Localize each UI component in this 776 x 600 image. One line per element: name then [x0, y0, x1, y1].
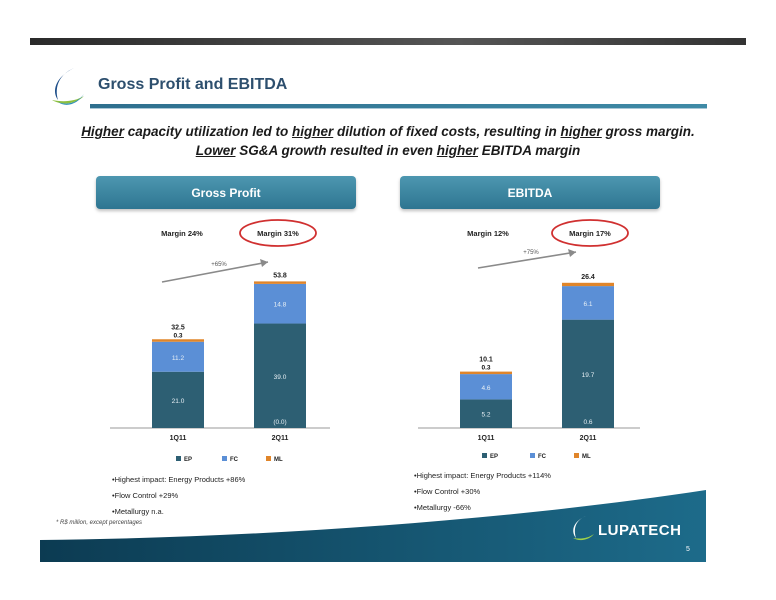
legend-swatch-ml: [266, 456, 271, 461]
growth-arrow: [477, 251, 577, 269]
legend-swatch-ep: [482, 453, 487, 458]
headline-part: higher: [436, 143, 479, 158]
growth-arrow: [161, 261, 269, 283]
footnote: * R$ million, except percentages: [56, 520, 143, 526]
legend-swatch-fc: [222, 456, 227, 461]
headline-part: EBITDA margin: [478, 143, 581, 158]
bar-segment-ml: [460, 371, 512, 375]
legend-label: EP: [490, 454, 498, 460]
bar-segment-ep: [254, 323, 306, 428]
legend-swatch-ep: [176, 456, 181, 461]
margin-label: Margin 17%: [569, 229, 611, 238]
bar-segment-fc: [254, 283, 306, 324]
headline-part: Lower: [195, 143, 236, 158]
bar-segment-fc: [562, 286, 614, 320]
highlight-circle: [239, 219, 317, 247]
panel-header-ebitda: EBITDA: [400, 176, 660, 209]
footer-band: [40, 490, 706, 562]
bar-segment-ml: [152, 339, 204, 342]
growth-arrowhead: [260, 259, 268, 267]
data-label: 4.6: [481, 385, 490, 392]
data-label: 6.1: [583, 301, 592, 308]
bar-segment-ep: [460, 399, 512, 428]
headline-part: SG&A growth resulted in even: [235, 143, 437, 158]
bar-segment-ep: [152, 371, 204, 428]
bar-segment-fc: [152, 341, 204, 372]
margin-label: Margin 12%: [467, 229, 509, 238]
margin-label: Margin 24%: [161, 229, 203, 238]
bullet-item: •Flow Control +30%: [414, 487, 481, 496]
bullet-item: •Highest impact: Energy Products +86%: [112, 475, 246, 484]
growth-label: +65%: [211, 262, 227, 268]
headline-part: capacity utilization led to: [123, 124, 292, 139]
top-divider-bar: [30, 38, 746, 45]
legend-swatch-fc: [530, 453, 535, 458]
bullets-right: •Highest impact: Energy Products +114% •F…: [414, 468, 551, 516]
data-label: 39.0: [274, 374, 287, 381]
bullet-item: •Highest impact: Energy Products +114%: [414, 471, 551, 480]
bar-segment-fc: [460, 374, 512, 400]
bullet-item: •Flow Control +29%: [112, 491, 179, 500]
bullet-item: •Metallurgy -66%: [414, 503, 471, 512]
category-tick-label: 1Q11: [170, 435, 187, 442]
growth-arrowhead: [568, 249, 576, 257]
brand-logo-icon: [573, 516, 594, 541]
page-title: Gross Profit and EBITDA: [98, 76, 288, 93]
legend-label: ML: [274, 457, 283, 463]
total-label: 32.5: [171, 324, 185, 331]
category-tick-label: 2Q11: [272, 435, 289, 442]
data-label: 0.6: [583, 419, 592, 426]
headline-part: gross margin.: [601, 124, 695, 139]
category-tick-label: 1Q11: [478, 435, 495, 442]
data-label: 14.8: [274, 302, 287, 309]
bar-segment-ml: [254, 281, 306, 284]
total-label: 53.8: [273, 272, 287, 279]
bullets-left: •Highest impact: Energy Products +86% •Fl…: [112, 472, 245, 520]
brand-name: LUPATECH: [598, 522, 682, 539]
margin-label: Margin 31%: [257, 229, 299, 238]
data-label: 5.2: [481, 412, 490, 419]
title-underline-thin: [90, 108, 707, 109]
lupatech-logo-icon: [52, 68, 84, 105]
bullet-item: •Metallurgy n.a.: [112, 507, 164, 516]
headline-part: dilution of fixed costs, resulting in: [333, 124, 561, 139]
title-underline: [90, 104, 707, 108]
data-label: 19.7: [582, 372, 595, 379]
bar-segment-ml: [562, 282, 614, 287]
legend-label: EP: [184, 457, 192, 463]
highlight-circle: [551, 219, 629, 247]
data-label: 0.3: [173, 332, 182, 339]
category-tick-label: 2Q11: [580, 435, 597, 442]
headline-part: Higher: [81, 124, 124, 139]
data-label: 0.3: [481, 365, 490, 372]
total-label: 26.4: [581, 274, 595, 281]
legend-label: FC: [230, 457, 239, 463]
headline-part: higher: [291, 124, 334, 139]
growth-label: +75%: [523, 250, 539, 256]
data-label: 21.0: [172, 398, 185, 405]
total-label: 10.1: [479, 357, 493, 364]
data-label: (0.0): [273, 419, 286, 426]
bar-segment-ep: [562, 319, 614, 428]
headline-statement: Higher capacity utilization led to highe…: [60, 122, 716, 160]
legend-label: FC: [538, 454, 547, 460]
legend-swatch-ml: [574, 453, 579, 458]
data-label: 11.2: [172, 355, 185, 362]
legend-label: ML: [582, 454, 591, 460]
headline-part: higher: [560, 124, 602, 139]
panel-header-gross-profit: Gross Profit: [96, 176, 356, 209]
page-number: 5: [686, 546, 690, 553]
